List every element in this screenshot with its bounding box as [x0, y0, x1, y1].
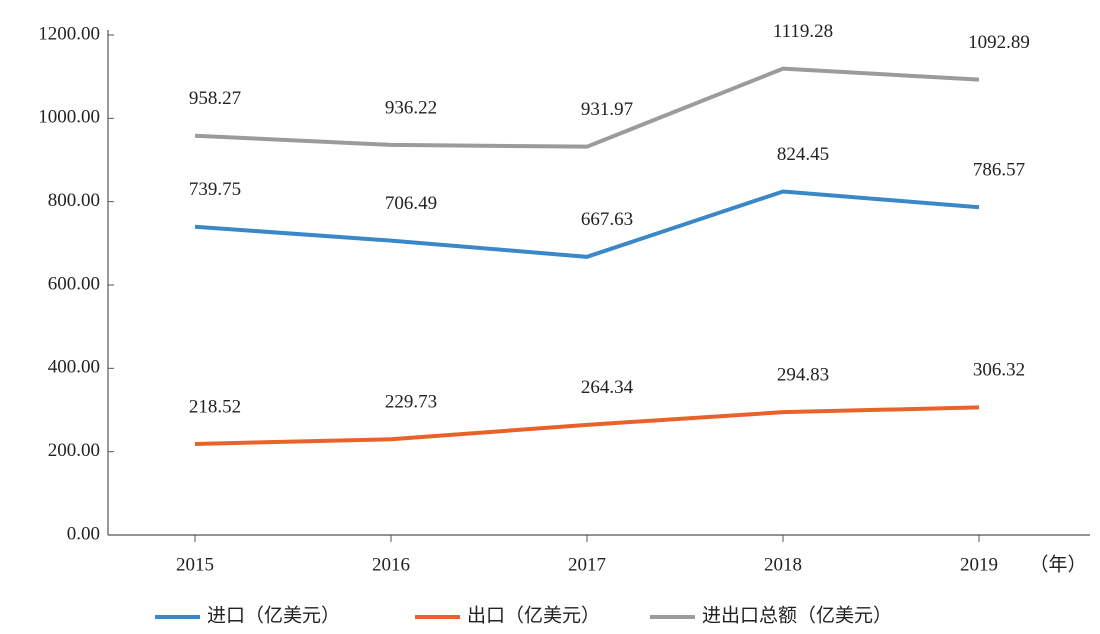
- series-line: [194, 189, 980, 259]
- x-tick-label: 2015: [176, 554, 214, 575]
- data-label: 936.22: [385, 97, 437, 118]
- series-line: [194, 405, 980, 446]
- y-tick-label: 800.00: [48, 190, 100, 211]
- series-line: [194, 66, 980, 149]
- data-label: 264.34: [581, 377, 634, 398]
- y-tick-label: 200.00: [48, 440, 100, 461]
- legend-label: 出口（亿美元）: [467, 604, 600, 626]
- x-tick-label: 2019: [960, 554, 998, 575]
- data-label: 1092.89: [968, 32, 1030, 53]
- data-label: 824.45: [777, 144, 829, 165]
- y-tick-label: 600.00: [48, 273, 100, 294]
- legend-label: 进口（亿美元）: [207, 604, 340, 626]
- data-label: 706.49: [385, 193, 437, 214]
- y-tick-label: 0.00: [67, 523, 100, 544]
- data-label: 1119.28: [773, 21, 833, 42]
- x-unit: （年）: [1029, 553, 1086, 575]
- data-label: 229.73: [385, 392, 437, 413]
- data-label: 786.57: [973, 160, 1025, 181]
- data-label: 931.97: [581, 99, 633, 120]
- data-label: 306.32: [973, 360, 1025, 381]
- data-label: 739.75: [189, 179, 241, 200]
- x-tick-label: 2018: [764, 554, 802, 575]
- data-label: 294.83: [777, 365, 829, 386]
- x-tick-label: 2017: [568, 554, 606, 575]
- y-tick-label: 1200.00: [38, 23, 100, 44]
- data-label: 958.27: [189, 88, 241, 109]
- x-tick-label: 2016: [372, 554, 410, 575]
- data-label: 667.63: [581, 209, 633, 230]
- data-label: 218.52: [189, 396, 241, 417]
- y-tick-label: 1000.00: [38, 107, 100, 128]
- legend-label: 进出口总额（亿美元）: [702, 604, 892, 626]
- y-tick-label: 400.00: [48, 357, 100, 378]
